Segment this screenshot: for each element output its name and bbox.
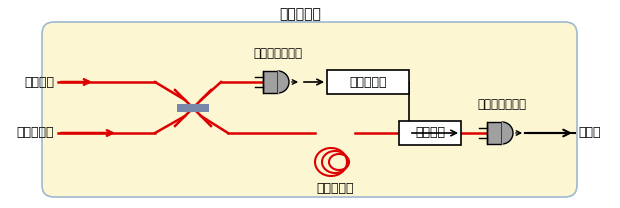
Wedge shape (278, 71, 289, 93)
FancyBboxPatch shape (42, 22, 577, 197)
Bar (263, 71, 278, 93)
Text: ホモダイン測定: ホモダイン測定 (254, 47, 303, 60)
Text: 光学遅延路: 光学遅延路 (316, 182, 354, 195)
Text: 非線形計算: 非線形計算 (349, 76, 387, 88)
Bar (399, 121, 461, 145)
Text: 位相回転: 位相回転 (415, 126, 445, 140)
Text: ホモダイン測定: ホモダイン測定 (477, 98, 526, 111)
Text: 測定値: 測定値 (578, 126, 601, 140)
Bar (327, 70, 409, 94)
Wedge shape (502, 122, 513, 144)
Text: 非線形測定: 非線形測定 (279, 7, 321, 21)
Text: 測定対象: 測定対象 (24, 76, 54, 88)
Text: 補助量子光: 補助量子光 (17, 126, 54, 140)
Bar (487, 122, 502, 144)
FancyBboxPatch shape (177, 104, 209, 112)
